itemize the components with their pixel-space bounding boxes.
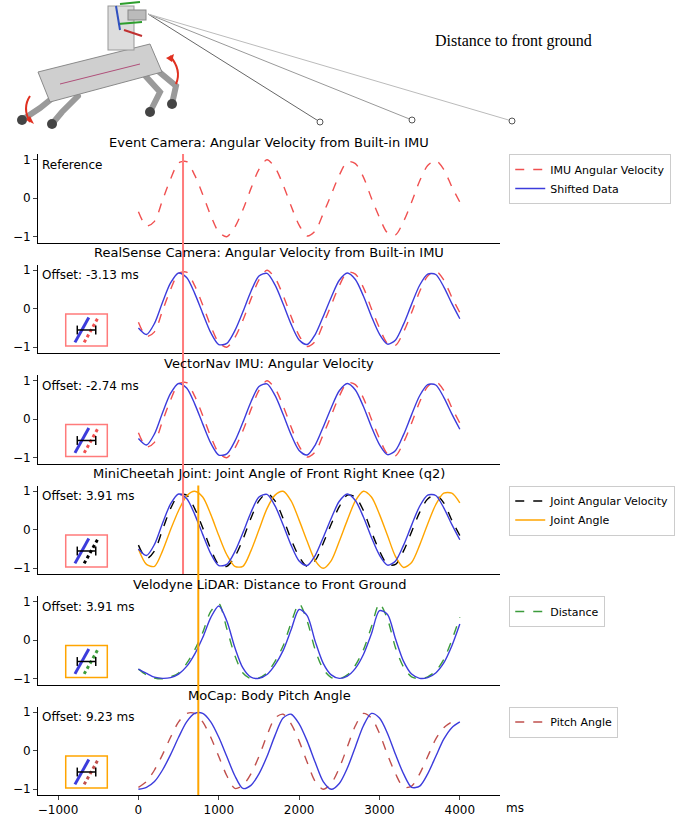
svg-text:−1: −1 <box>13 782 31 796</box>
svg-text:MoCap: Body Pitch Angle: MoCap: Body Pitch Angle <box>188 688 351 703</box>
svg-text:0: 0 <box>23 523 31 537</box>
svg-text:Joint Angle: Joint Angle <box>549 514 609 527</box>
svg-text:1: 1 <box>23 263 31 277</box>
svg-text:1: 1 <box>23 705 31 719</box>
svg-text:Offset: -3.13 ms: Offset: -3.13 ms <box>42 268 139 282</box>
svg-text:1: 1 <box>23 484 31 498</box>
svg-text:Distance to front ground: Distance to front ground <box>435 32 592 50</box>
svg-text:Event Camera: Angular Velocity: Event Camera: Angular Velocity from Buil… <box>109 135 429 150</box>
svg-text:−1: −1 <box>13 672 31 686</box>
svg-text:4000: 4000 <box>445 803 476 817</box>
svg-text:−1: −1 <box>13 451 31 465</box>
svg-text:MiniCheetah Joint: Joint Angle: MiniCheetah Joint: Joint Angle of Front … <box>93 466 445 481</box>
svg-text:0: 0 <box>23 412 31 426</box>
svg-text:Pitch Angle: Pitch Angle <box>550 716 612 729</box>
svg-text:−1: −1 <box>13 230 31 244</box>
svg-text:−1: −1 <box>13 340 31 354</box>
svg-text:3000: 3000 <box>364 803 395 817</box>
svg-text:Offset: 3.91 ms: Offset: 3.91 ms <box>42 489 134 503</box>
svg-text:IMU Angular Velocity: IMU Angular Velocity <box>550 164 664 177</box>
svg-text:ms: ms <box>506 801 524 815</box>
svg-text:Joint Angular Velocity: Joint Angular Velocity <box>549 495 668 508</box>
svg-text:0: 0 <box>135 803 143 817</box>
svg-text:0: 0 <box>23 302 31 316</box>
svg-text:1000: 1000 <box>204 803 235 817</box>
svg-text:Velodyne LiDAR: Distance to Fr: Velodyne LiDAR: Distance to Front Ground <box>133 577 406 592</box>
svg-text:1: 1 <box>23 374 31 388</box>
svg-text:Offset: 9.23 ms: Offset: 9.23 ms <box>42 710 134 724</box>
svg-text:0: 0 <box>23 744 31 758</box>
svg-text:Shifted Data: Shifted Data <box>550 183 619 196</box>
svg-text:VectorNav IMU: Angular Velocit: VectorNav IMU: Angular Velocity <box>164 356 374 371</box>
svg-text:1: 1 <box>23 153 31 167</box>
svg-text:Offset: 3.91 ms: Offset: 3.91 ms <box>42 600 134 614</box>
svg-text:2000: 2000 <box>284 803 315 817</box>
svg-text:−1000: −1000 <box>38 803 79 817</box>
svg-text:Offset: -2.74 ms: Offset: -2.74 ms <box>42 379 139 393</box>
svg-text:RealSense Camera: Angular Velo: RealSense Camera: Angular Velocity from … <box>94 245 444 260</box>
svg-text:0: 0 <box>23 633 31 647</box>
svg-text:1: 1 <box>23 595 31 609</box>
svg-text:0: 0 <box>23 191 31 205</box>
svg-text:Distance: Distance <box>550 606 598 619</box>
svg-text:−1: −1 <box>13 561 31 575</box>
svg-text:Reference: Reference <box>42 158 102 172</box>
